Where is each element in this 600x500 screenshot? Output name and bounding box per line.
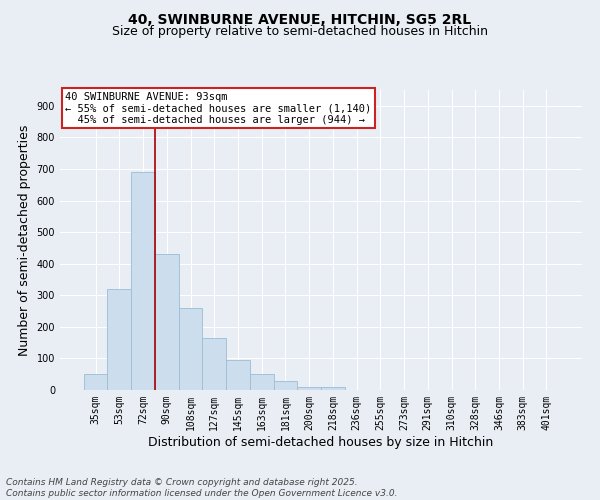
Bar bbox=[155, 254, 179, 390]
Text: 40, SWINBURNE AVENUE, HITCHIN, SG5 2RL: 40, SWINBURNE AVENUE, HITCHIN, SG5 2RL bbox=[128, 12, 472, 26]
Bar bbox=[226, 360, 250, 390]
Text: Contains HM Land Registry data © Crown copyright and database right 2025.
Contai: Contains HM Land Registry data © Crown c… bbox=[6, 478, 398, 498]
Text: 40 SWINBURNE AVENUE: 93sqm
← 55% of semi-detached houses are smaller (1,140)
  4: 40 SWINBURNE AVENUE: 93sqm ← 55% of semi… bbox=[65, 92, 371, 124]
Text: Size of property relative to semi-detached houses in Hitchin: Size of property relative to semi-detach… bbox=[112, 25, 488, 38]
Bar bbox=[107, 289, 131, 390]
Bar bbox=[179, 308, 202, 390]
Bar bbox=[321, 388, 345, 390]
Bar bbox=[274, 380, 297, 390]
Bar bbox=[84, 374, 107, 390]
Bar bbox=[202, 338, 226, 390]
Bar bbox=[250, 374, 274, 390]
Bar bbox=[131, 172, 155, 390]
Y-axis label: Number of semi-detached properties: Number of semi-detached properties bbox=[18, 124, 31, 356]
Bar bbox=[297, 387, 321, 390]
X-axis label: Distribution of semi-detached houses by size in Hitchin: Distribution of semi-detached houses by … bbox=[148, 436, 494, 448]
